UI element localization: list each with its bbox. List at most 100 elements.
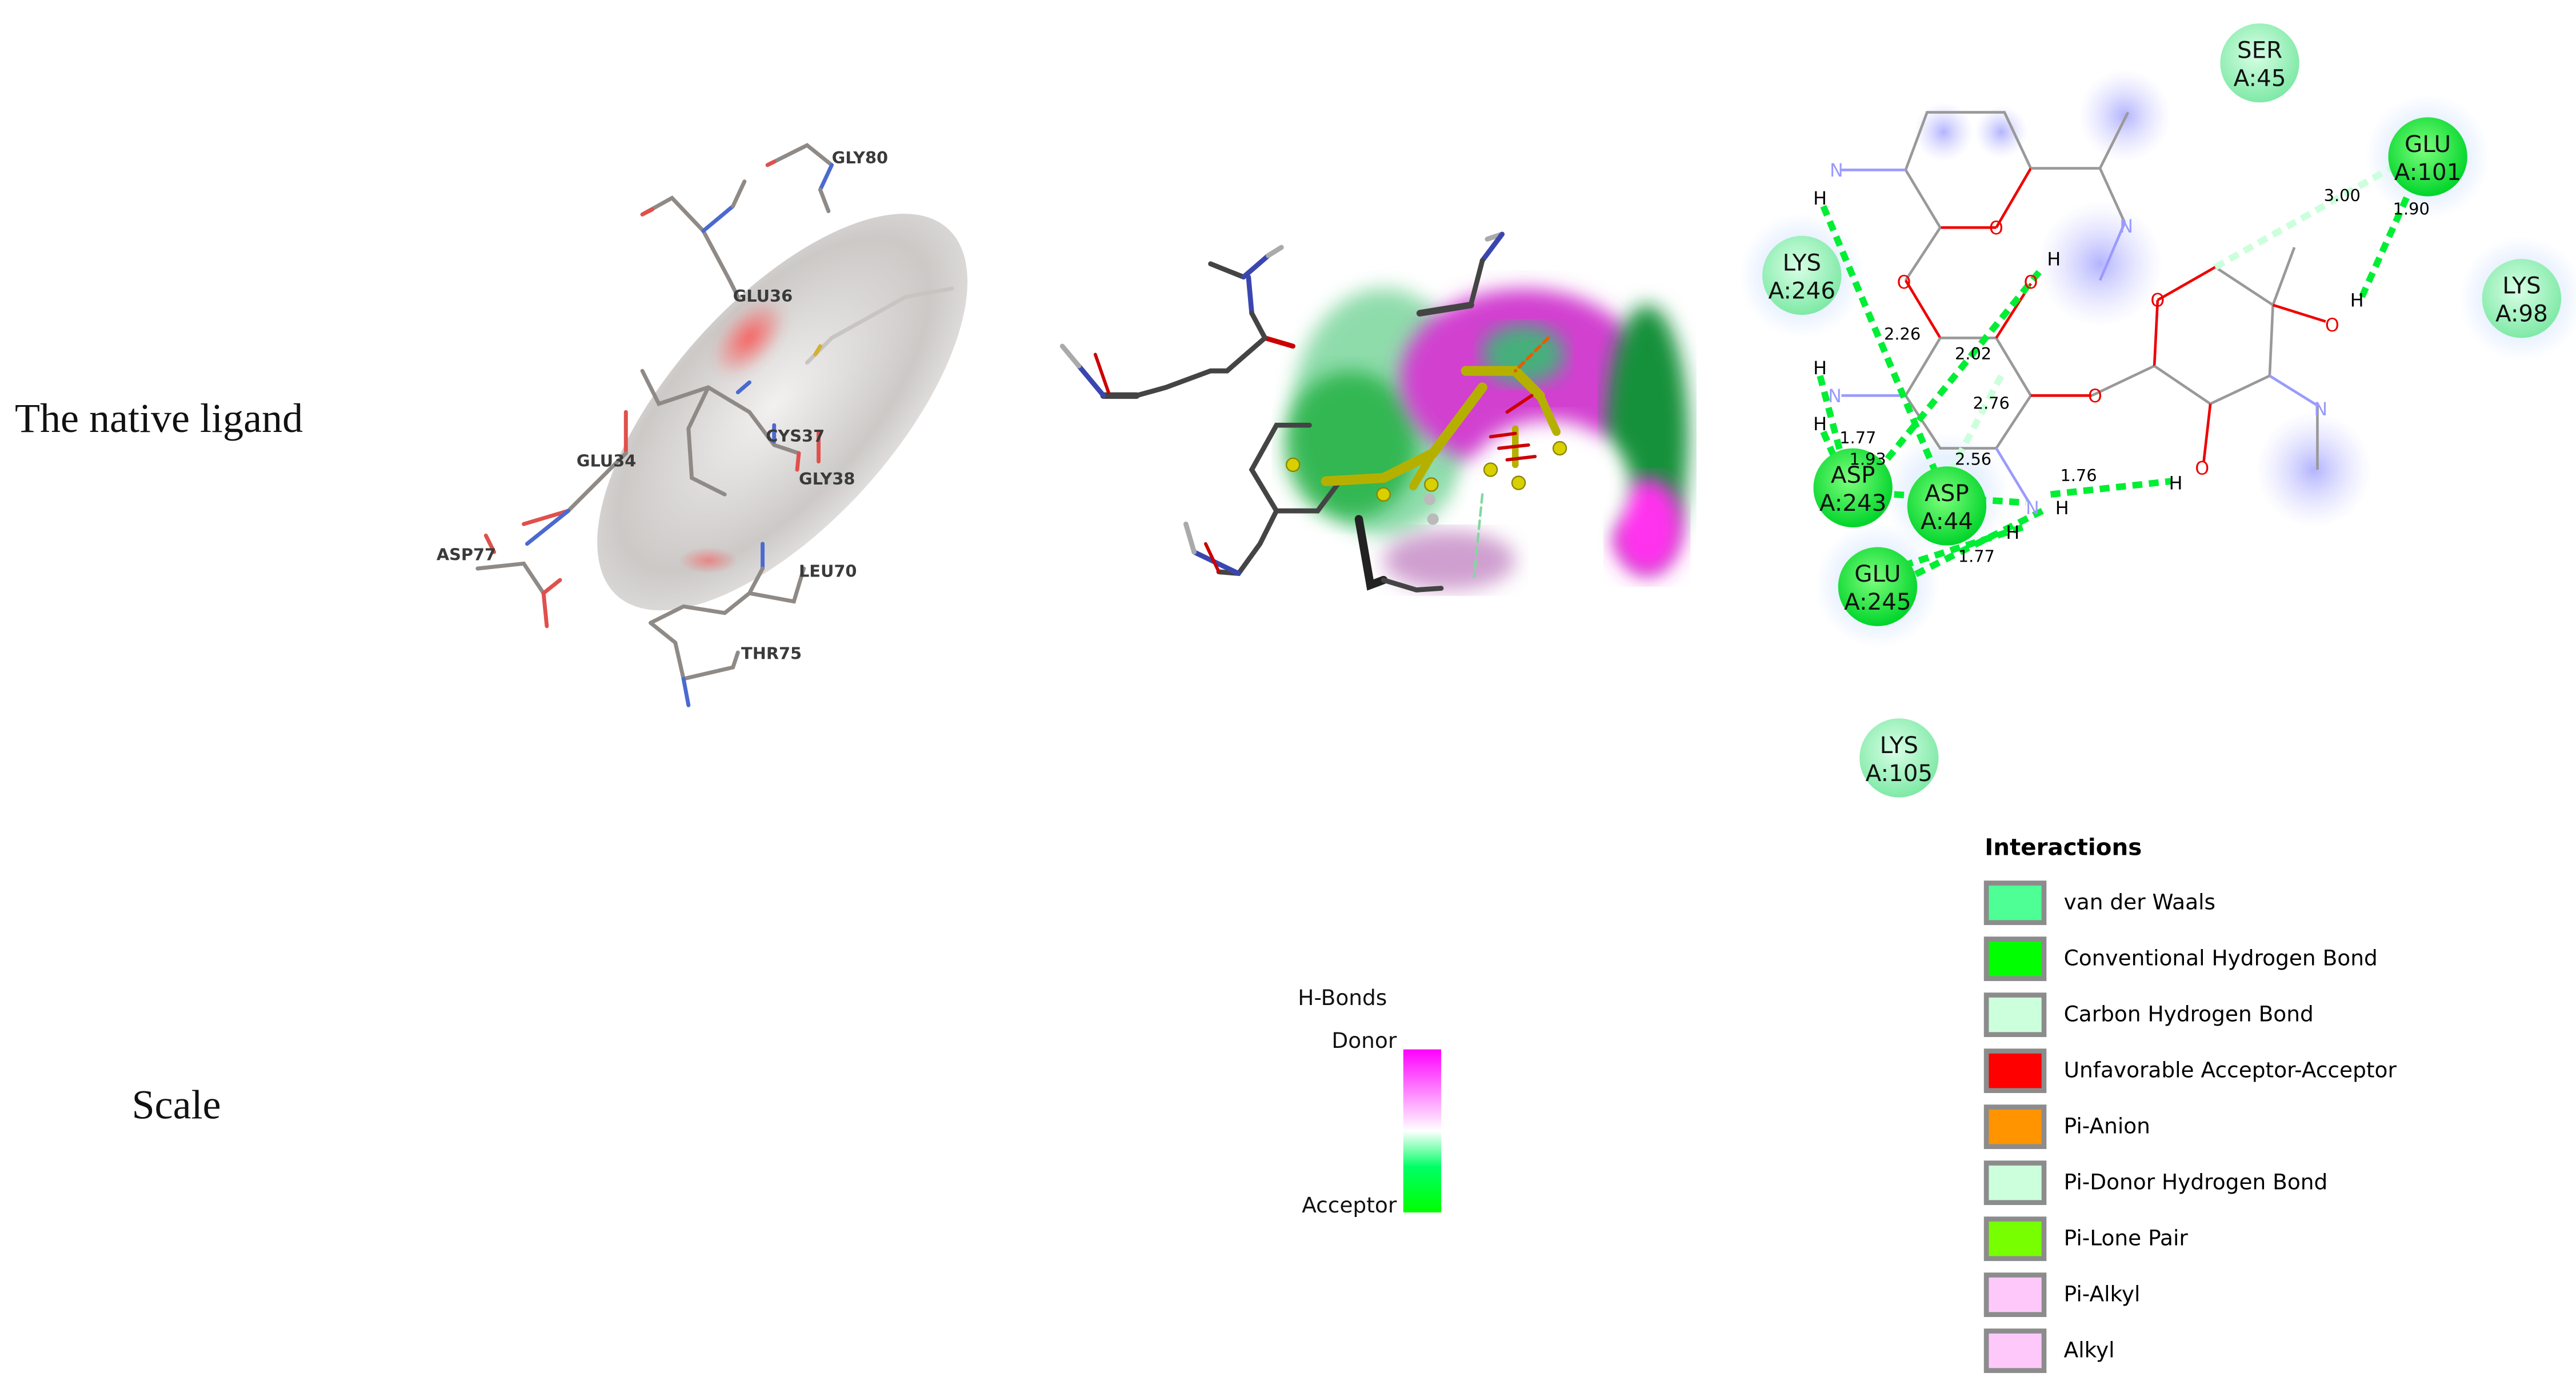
residue-name: GLU (2405, 131, 2451, 158)
stick-bond (1241, 253, 1271, 280)
residue-name: GLU (1854, 561, 1901, 587)
legend-item: Unfavorable Acceptor-Acceptor (1983, 1048, 2397, 1094)
stick-bond (1409, 449, 1437, 491)
interactions-legend: Interactions van der Waals Conventional H… (1983, 834, 2397, 1374)
atom-label: O (2325, 315, 2339, 336)
legend-title: Interactions (1985, 834, 2142, 861)
distance-label: 3.00 (2324, 186, 2361, 205)
stick-bond (1479, 231, 1505, 263)
residue-name: SER (2237, 37, 2282, 63)
residue-number: A:44 (1921, 508, 1973, 535)
residue-disc (1813, 448, 1893, 527)
residue-bond (818, 163, 834, 192)
residue-bond (475, 561, 546, 595)
residue-bond (747, 566, 806, 604)
atom-label: H (2055, 498, 2069, 519)
residue-bond (813, 344, 822, 357)
residue-number: A:246 (1769, 277, 1836, 304)
legend-label: van der Waals (2064, 890, 2215, 915)
residue-disc (1859, 718, 1939, 798)
residue-disc (1907, 466, 1987, 546)
legend-label: Carbon Hydrogen Bond (2064, 1002, 2314, 1027)
stick-bond (1208, 261, 1246, 280)
native-ligand-surface-view: GLY80 GLU36 GLU34 CYS37 GLY38 ASP77 LEU70 THR75 (437, 143, 968, 707)
distance-label: 2.26 (1884, 324, 1921, 343)
pi-anion-line (1513, 336, 1550, 373)
residue-label: GLY38 (799, 469, 855, 489)
legend-item: van der Waals (1983, 880, 2215, 926)
hbond-surface-view (1059, 231, 1689, 593)
residue-bond (795, 451, 801, 472)
ligand-bond (1995, 167, 2032, 229)
stick-bond (1249, 310, 1267, 341)
ligand-atom (1376, 487, 1391, 502)
stick-bond (1505, 394, 1534, 414)
residue-bond (727, 278, 740, 299)
hydrogen-bond-line (1820, 430, 1848, 483)
residue-name: LYS (1880, 732, 1918, 759)
distance-label: 1.76 (2060, 466, 2097, 485)
legend-item: Pi-Lone Pair (1983, 1216, 2189, 1262)
residue-bond (681, 677, 691, 707)
native-ligand-label: The native ligand (15, 395, 303, 441)
hydrogen-bond-line (2359, 193, 2411, 298)
hbond-line (1473, 493, 1484, 578)
stick-bond (1497, 443, 1530, 450)
distance-label: 2.56 (1955, 449, 1991, 469)
stick-bond (1216, 508, 1279, 577)
legend-item: Pi-Alkyl (1983, 1272, 2140, 1318)
atom-label: H (1813, 414, 1827, 435)
atom-label: N (1828, 386, 1842, 407)
hydrogen-bond-line (1909, 507, 2044, 580)
ligand-bond (2098, 167, 2126, 223)
residue-bond (541, 591, 549, 629)
residue-bond (649, 566, 765, 625)
atom-label: O (2023, 273, 2038, 293)
legend-item: Pi-Donor Hydrogen Bond (1983, 1160, 2328, 1206)
ligand-bond (2271, 247, 2296, 306)
legend-label: Pi-Anion (2064, 1114, 2150, 1139)
residue-number: A:243 (1819, 490, 1886, 517)
residue-name: ASP (1925, 480, 1969, 507)
legend-label: Pi-Lone Pair (2064, 1226, 2189, 1251)
residue-disc (2388, 117, 2467, 197)
atom-label: H (2047, 250, 2061, 270)
residue-number: A:245 (1844, 589, 1911, 615)
ligand-bond (1995, 447, 2031, 503)
distance-label: 1.93 (1850, 449, 1886, 469)
legend-swatch (1983, 1216, 2047, 1262)
stick-bond (1076, 363, 1106, 398)
atom-label: H (2350, 291, 2364, 311)
residue-label: GLU36 (733, 286, 793, 306)
hydrogen-bond-line (1858, 270, 2042, 494)
residue-bond (522, 509, 570, 526)
residue-label: CYS37 (766, 426, 825, 446)
hydrogen-bond-line (1893, 524, 2024, 572)
residue-labels: GLY80 GLU36 GLU34 CYS37 GLY38 ASP77 LEU70 THR75 (437, 148, 888, 663)
atom-label: H (1813, 189, 1827, 209)
legend-swatch (1983, 1104, 2047, 1150)
distance-label: 2.76 (1973, 393, 2010, 413)
hydrogen-bond-line (2050, 478, 2171, 498)
residue-bond (640, 195, 732, 283)
atom-label: H (2169, 474, 2183, 494)
hydrogen-atom (1427, 513, 1439, 525)
ligand-atom (1483, 462, 1498, 477)
residue-bond (735, 380, 751, 395)
legend-swatch (1983, 1328, 2047, 1374)
legend-label: Pi-Donor Hydrogen Bond (2064, 1170, 2328, 1195)
residue-bond (525, 509, 570, 546)
residue-bond (765, 159, 777, 167)
residue-label: ASP77 (437, 545, 496, 565)
atom-label: H (1813, 358, 1827, 379)
residue-bond (731, 179, 747, 209)
residue-bond (640, 369, 751, 414)
atom-label: O (1897, 273, 1911, 293)
ligand-atom (1511, 475, 1526, 490)
stick-bond (1535, 391, 1561, 436)
hbond-surface (1285, 289, 1689, 590)
scale-label: Scale (132, 1082, 221, 1128)
